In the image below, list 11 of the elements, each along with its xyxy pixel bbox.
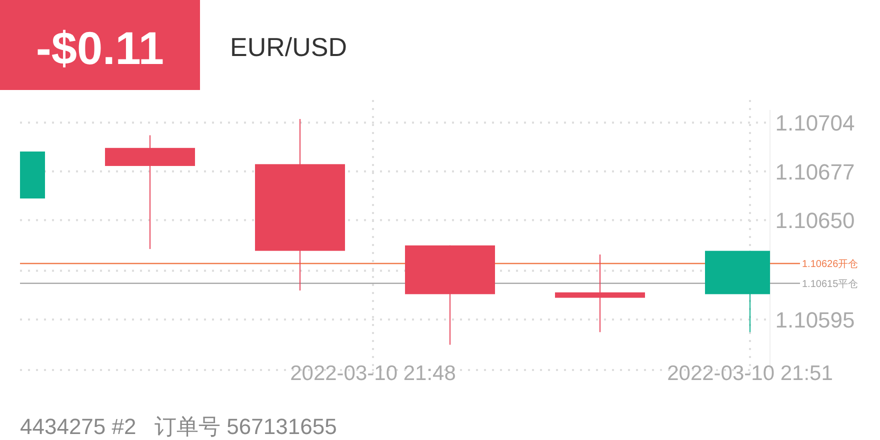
y-tick-label: 1.10677 [775,159,855,184]
y-tick-label: 1.10595 [775,307,855,332]
ref-line-label: 1.10615平仓 [802,278,858,290]
y-tick-label: 1.10650 [775,208,855,234]
y-tick-label: 1.10704 [775,110,855,136]
text: 4434275 #2 订单号 567131655 [20,414,337,439]
chart-title: EUR/USD [230,32,348,62]
annotation: 2022-03-10 21:48 [290,362,456,385]
ref-line-label: 1.10626开仓 [802,258,858,270]
annotation: 2022-03-10 21:51 [667,362,833,385]
chart-subtitle: -$0.11 [36,22,164,74]
